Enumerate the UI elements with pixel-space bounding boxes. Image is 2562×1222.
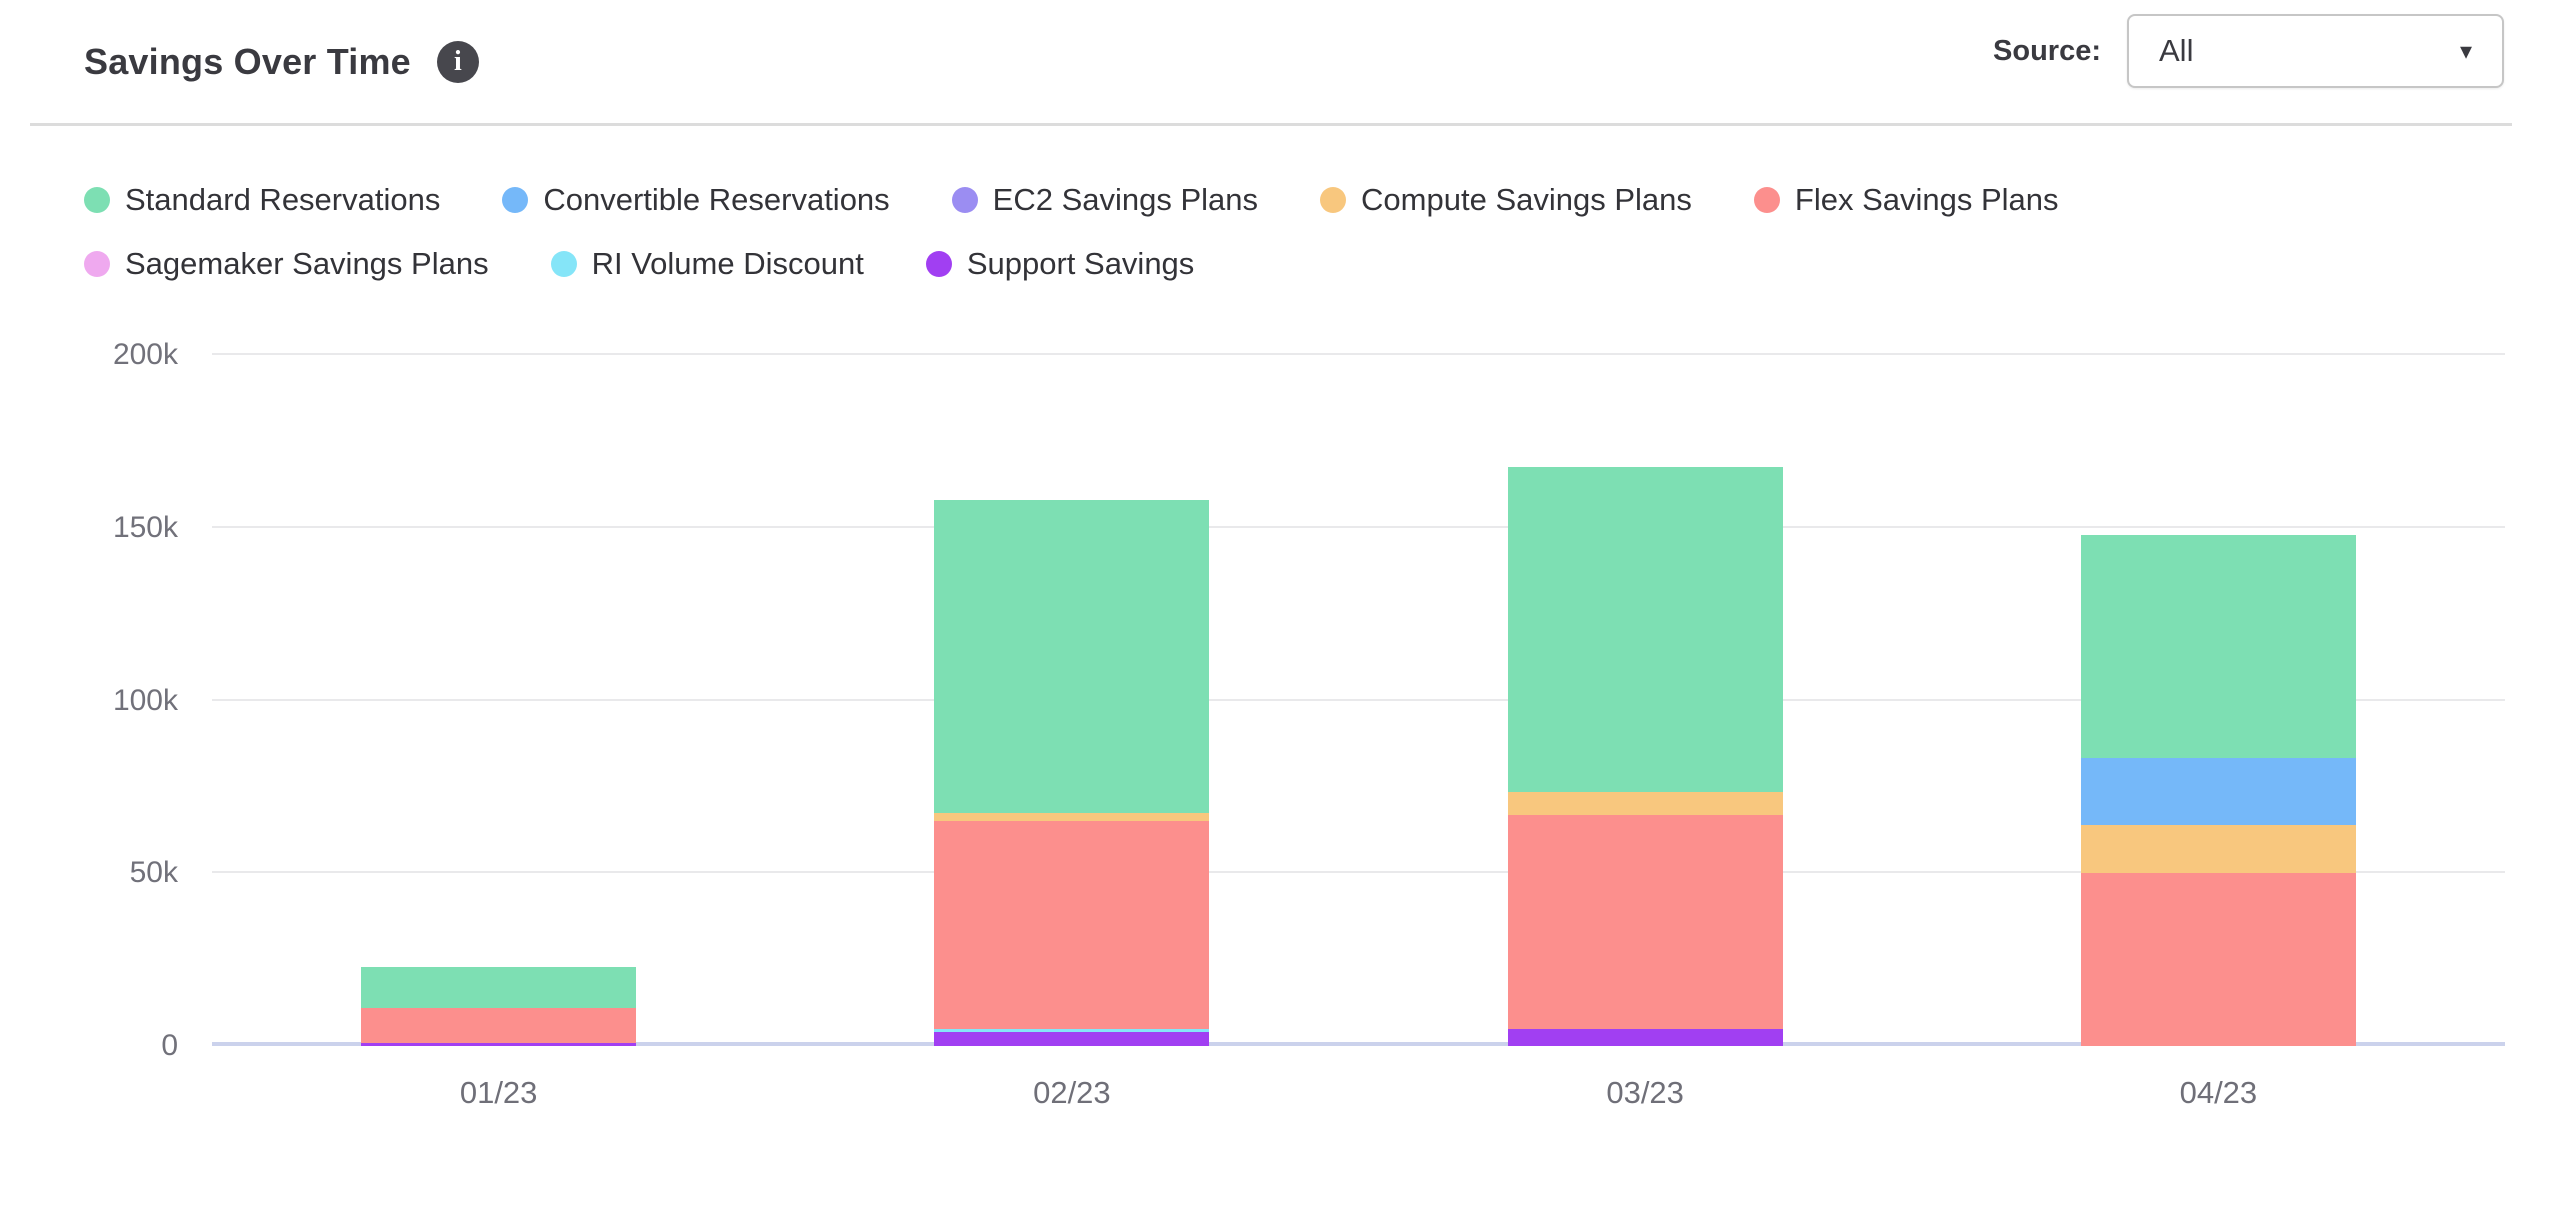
bar-segment-flex-savings-plans[interactable] (1507, 814, 1783, 1029)
legend-label: Compute Savings Plans (1361, 182, 1692, 217)
legend-label: Convertible Reservations (543, 182, 890, 217)
bar-02-23[interactable] (934, 355, 1210, 1046)
bar-segment-support-savings[interactable] (934, 1032, 1210, 1046)
legend-dot-icon (502, 187, 529, 213)
source-dropdown-value: All (2159, 33, 2194, 68)
title-wrap: Savings Over Time i (84, 40, 479, 83)
y-tick-label: 200k (112, 338, 178, 371)
gridline (212, 353, 2505, 355)
chart-legend: Standard Reservations Convertible Reserva… (84, 182, 2502, 282)
legend-item-ri-volume-discount[interactable]: RI Volume Discount (550, 246, 864, 282)
legend-dot-icon (84, 187, 110, 213)
bar-03-23[interactable] (1507, 355, 1783, 1046)
legend-item-support-savings[interactable]: Support Savings (925, 246, 1195, 282)
legend-label: Flex Savings Plans (1794, 182, 2059, 217)
legend-item-flex-savings-plans[interactable]: Flex Savings Plans (1753, 182, 2059, 218)
bar-segment-support-savings[interactable] (1507, 1028, 1783, 1046)
y-tick-label: 150k (112, 510, 178, 544)
source-filter: Source: All ▾ (1993, 14, 2504, 88)
chevron-down-icon: ▾ (2459, 37, 2472, 65)
x-axis: 01/23 02/23 03/23 04/23 (212, 1075, 2505, 1125)
y-tick-label: 0 (161, 1029, 178, 1062)
legend-item-ec2-savings-plans[interactable]: EC2 Savings Plans (951, 182, 1259, 218)
bar-segment-compute-savings-plans[interactable] (2080, 824, 2356, 874)
legend-label: Support Savings (966, 246, 1195, 281)
header-divider (30, 123, 2512, 126)
bar-segment-compute-savings-plans[interactable] (934, 812, 1210, 822)
gridline (212, 871, 2505, 874)
source-dropdown[interactable]: All ▾ (2127, 14, 2504, 88)
x-tick-label: 04/23 (2179, 1075, 2258, 1110)
y-tick-label: 50k (129, 856, 178, 890)
gridline (212, 525, 2505, 528)
plot-area (212, 353, 2505, 1046)
bar-segment-convertible-reservations[interactable] (2080, 757, 2356, 825)
bar-segment-compute-savings-plans[interactable] (1507, 792, 1783, 815)
x-axis-line (212, 1042, 2505, 1046)
source-label: Source: (1993, 34, 2101, 67)
legend-dot-icon (1753, 187, 1780, 213)
chart-area (0, 353, 2562, 1046)
legend-item-compute-savings-plans[interactable]: Compute Savings Plans (1320, 182, 1692, 218)
bar-segment-flex-savings-plans[interactable] (934, 821, 1210, 1029)
legend-item-standard-reservations[interactable]: Standard Reservations (84, 182, 440, 218)
legend-label: Sagemaker Savings Plans (125, 246, 489, 281)
legend-dot-icon (84, 251, 110, 277)
bar-segment-standard-reservations[interactable] (1507, 467, 1783, 793)
legend-label: RI Volume Discount (591, 246, 864, 281)
legend-dot-icon (1320, 187, 1347, 213)
bar-01-23[interactable] (361, 355, 637, 1046)
legend-dot-icon (925, 251, 952, 277)
bar-04-23[interactable] (2080, 355, 2356, 1046)
bar-segment-flex-savings-plans[interactable] (2080, 873, 2356, 1046)
info-icon[interactable]: i (436, 40, 479, 83)
bar-segment-ri-volume-discount[interactable] (934, 1028, 1210, 1033)
gridline (212, 698, 2505, 701)
legend-dot-icon (550, 251, 577, 277)
chart-header: Savings Over Time i Source: All ▾ (0, 0, 2562, 123)
legend-item-sagemaker-savings-plans[interactable]: Sagemaker Savings Plans (84, 246, 489, 282)
legend-dot-icon (951, 187, 978, 213)
bar-segment-support-savings[interactable] (361, 1042, 637, 1046)
y-tick-label: 100k (112, 683, 178, 717)
legend-item-convertible-reservations[interactable]: Convertible Reservations (502, 182, 890, 218)
x-tick-label: 03/23 (1606, 1075, 1684, 1110)
bar-segment-flex-savings-plans[interactable] (361, 1008, 637, 1043)
legend-label: Standard Reservations (125, 182, 441, 217)
bar-segment-standard-reservations[interactable] (361, 966, 637, 1008)
legend-label: EC2 Savings Plans (992, 182, 1259, 217)
x-tick-label: 02/23 (1033, 1075, 1111, 1110)
bar-segment-standard-reservations[interactable] (2080, 534, 2356, 758)
x-tick-label: 01/23 (459, 1075, 538, 1110)
page-title: Savings Over Time (84, 40, 411, 82)
bar-segment-standard-reservations[interactable] (934, 500, 1210, 813)
